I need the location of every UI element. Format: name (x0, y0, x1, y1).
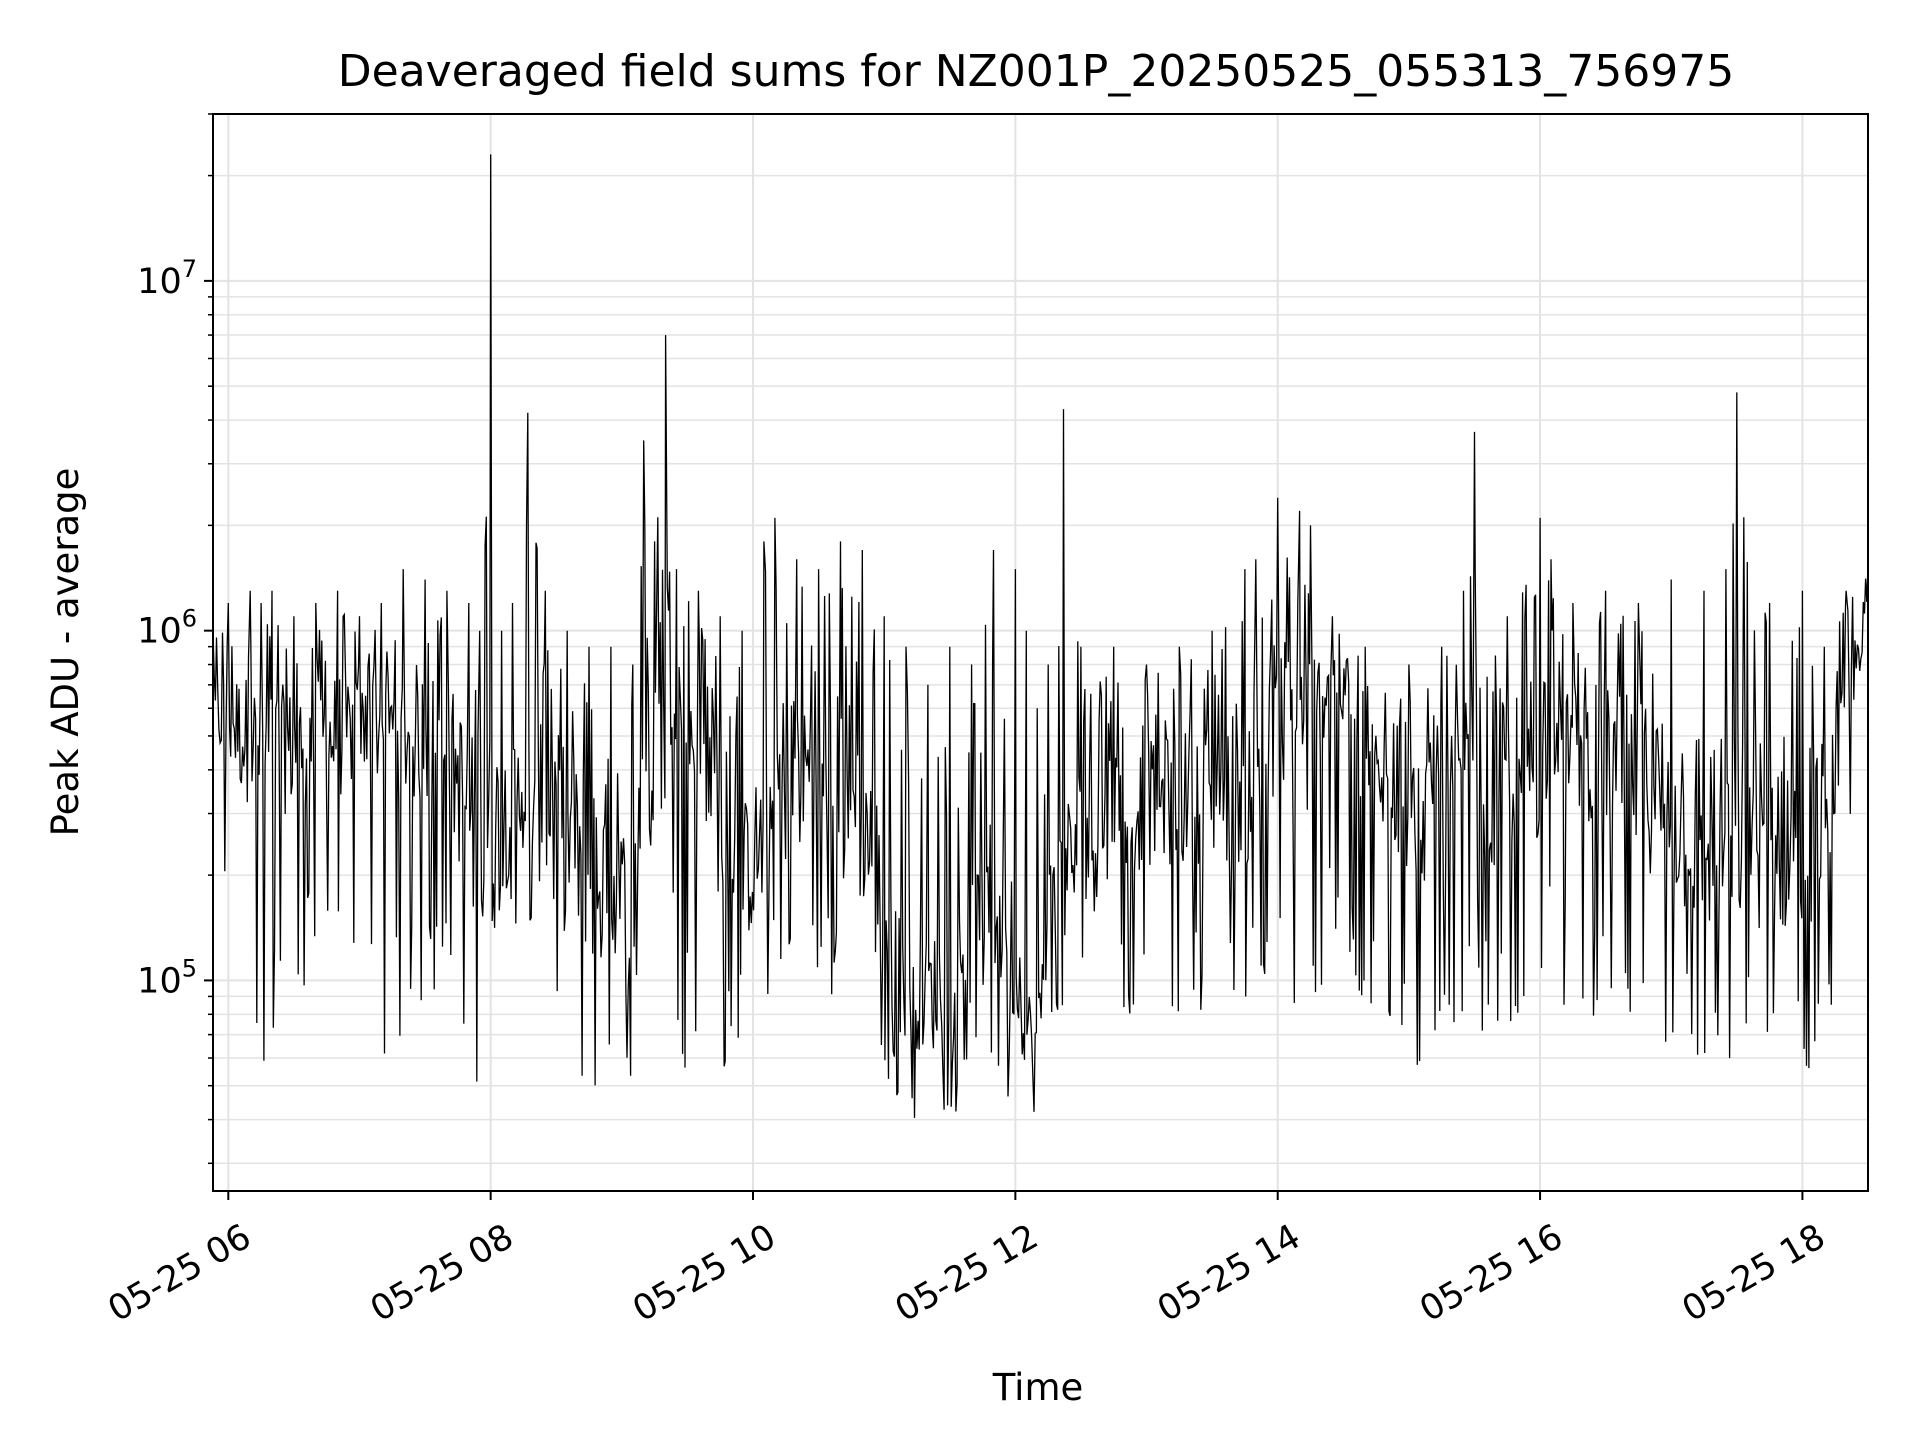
x-axis-label: Time (992, 1366, 1084, 1409)
series-line (212, 154, 1869, 1118)
y-tick-label: 107 (137, 255, 197, 302)
y-tick-label: 106 (137, 605, 197, 652)
y-tick-label: 105 (137, 954, 197, 1001)
series-path (212, 154, 1869, 1118)
plot-frame (212, 113, 1869, 1192)
y-axis: 105 106 107 (137, 113, 213, 1165)
chart-title: Deaveraged field sums for NZ001P_2025052… (338, 46, 1734, 97)
y-axis-label: Peak ADU - average (44, 468, 87, 837)
grid (213, 113, 1868, 1191)
